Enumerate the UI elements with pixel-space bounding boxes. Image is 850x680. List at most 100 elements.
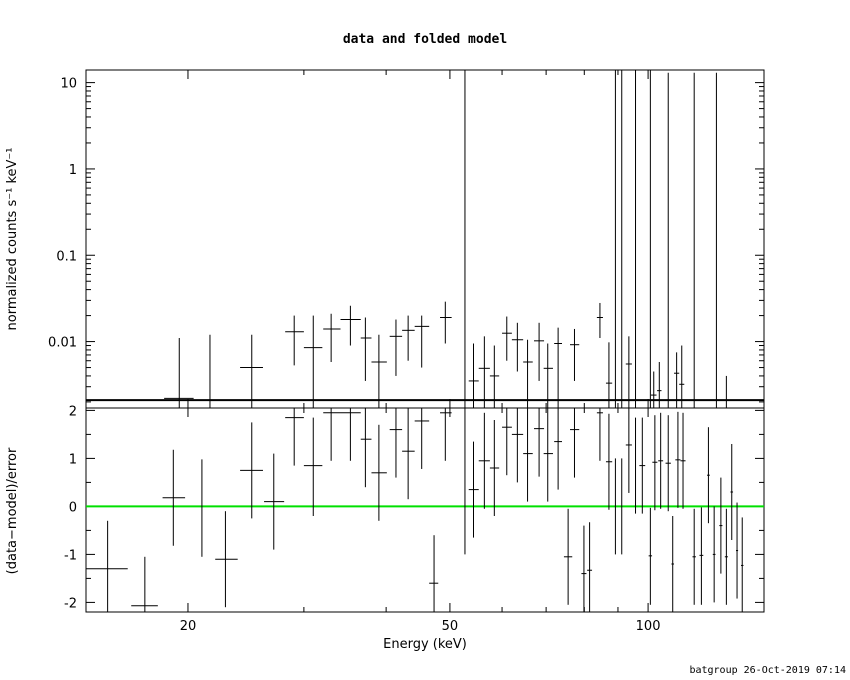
residual-point: [554, 408, 563, 490]
x-tick-label: 50: [442, 619, 459, 634]
y-tick-label: 0.01: [48, 336, 77, 351]
y-tick-label: 2: [69, 404, 77, 419]
lower-panel-data: [86, 408, 744, 612]
residual-point: [730, 444, 734, 540]
x-axis-label: Energy (keV): [383, 637, 467, 652]
data-point: [511, 322, 524, 372]
residual-point: [511, 408, 524, 483]
residual-point: [719, 477, 723, 574]
residual-point: [360, 408, 372, 488]
data-point: [523, 339, 533, 408]
residual-point: [692, 508, 696, 605]
lower-y-axis-label: (data−model)/error: [5, 447, 20, 574]
data-point: [371, 334, 387, 408]
residual-point: [680, 412, 686, 509]
data-point: [164, 337, 194, 408]
residual-point: [587, 522, 593, 612]
residual-point: [639, 417, 646, 514]
data-point: [679, 345, 685, 408]
data-point: [285, 315, 304, 366]
residual-point: [665, 415, 671, 512]
residual-point: [323, 408, 341, 461]
data-point: [478, 336, 490, 408]
residual-point: [707, 427, 710, 524]
residual-point: [162, 449, 186, 546]
residual-point: [414, 408, 430, 469]
data-point: [360, 317, 372, 381]
residual-point: [489, 420, 500, 516]
data-point: [650, 371, 657, 408]
y-tick-label: -1: [64, 548, 77, 563]
residual-point: [468, 441, 479, 538]
data-point: [625, 336, 632, 408]
data-point: [389, 319, 403, 376]
lower-panel: 20 50 100 2 1 0 -1 -2 (data−model)/error Energy…: [5, 404, 765, 652]
upper-panel: 10 1 0.1 0.01 normalized counts s⁻¹ keV⁻¹: [5, 69, 765, 409]
residual-point: [648, 507, 653, 605]
upper-panel-ticks: 10 1 0.1 0.01: [48, 70, 764, 408]
x-tick-label: 100: [636, 619, 661, 634]
x-tick-label: 20: [180, 619, 197, 634]
residual-point: [652, 415, 658, 511]
residual-point: [740, 517, 744, 612]
residual-point: [86, 520, 128, 612]
residual-point: [699, 507, 704, 605]
data-point: [414, 315, 430, 368]
residual-point: [712, 506, 716, 603]
y-tick-label: 1: [69, 163, 77, 178]
data-point: [596, 302, 603, 338]
data-point: [402, 315, 415, 361]
residual-point: [215, 511, 238, 608]
residual-point: [735, 502, 739, 599]
residual-point: [371, 424, 387, 521]
residual-point: [534, 408, 545, 477]
residual-point: [523, 408, 533, 502]
y-tick-label: -2: [64, 596, 77, 611]
footer-stamp: batgroup 26-Oct-2019 07:14: [689, 665, 846, 676]
data-point: [303, 315, 323, 408]
residual-point: [303, 417, 323, 516]
residual-point: [605, 413, 613, 510]
y-tick-label: 0: [69, 500, 77, 515]
data-point: [240, 334, 263, 408]
data-point: [605, 342, 613, 408]
residual-point: [581, 525, 587, 612]
y-tick-label: 10: [60, 77, 77, 92]
data-point: [502, 316, 512, 361]
residual-point: [570, 408, 580, 478]
data-point: [468, 343, 479, 408]
residual-point: [502, 408, 512, 476]
lower-panel-ticks: 20 50 100 2 1 0 -1 -2: [64, 404, 764, 634]
residual-point: [724, 508, 728, 605]
residual-point: [340, 408, 361, 461]
upper-y-axis-label: normalized counts s⁻¹ keV⁻¹: [5, 148, 20, 331]
data-point: [657, 361, 662, 408]
data-point: [323, 313, 341, 362]
residual-point: [675, 411, 681, 508]
residual-point: [402, 408, 415, 500]
upper-panel-data: [164, 70, 727, 408]
data-point: [674, 352, 680, 408]
data-point: [534, 322, 545, 381]
data-point: [570, 328, 580, 381]
residual-point: [429, 535, 439, 612]
residual-point: [478, 412, 490, 509]
residual-point: [440, 408, 452, 461]
residual-point: [240, 422, 263, 519]
residual-point: [596, 408, 603, 461]
residual-point: [671, 516, 675, 612]
residual-point: [285, 408, 304, 466]
residual-point: [389, 408, 403, 478]
upper-panel-frame: [85, 69, 765, 409]
residual-point: [264, 453, 285, 550]
data-point: [489, 345, 500, 408]
residual-point: [563, 508, 573, 605]
data-point: [340, 305, 361, 346]
residual-point: [658, 412, 664, 509]
residual-point: [543, 408, 553, 502]
data-point: [543, 343, 553, 408]
y-tick-label: 1: [69, 452, 77, 467]
chart-title: data and folded model: [343, 32, 507, 47]
residual-point: [131, 556, 158, 612]
